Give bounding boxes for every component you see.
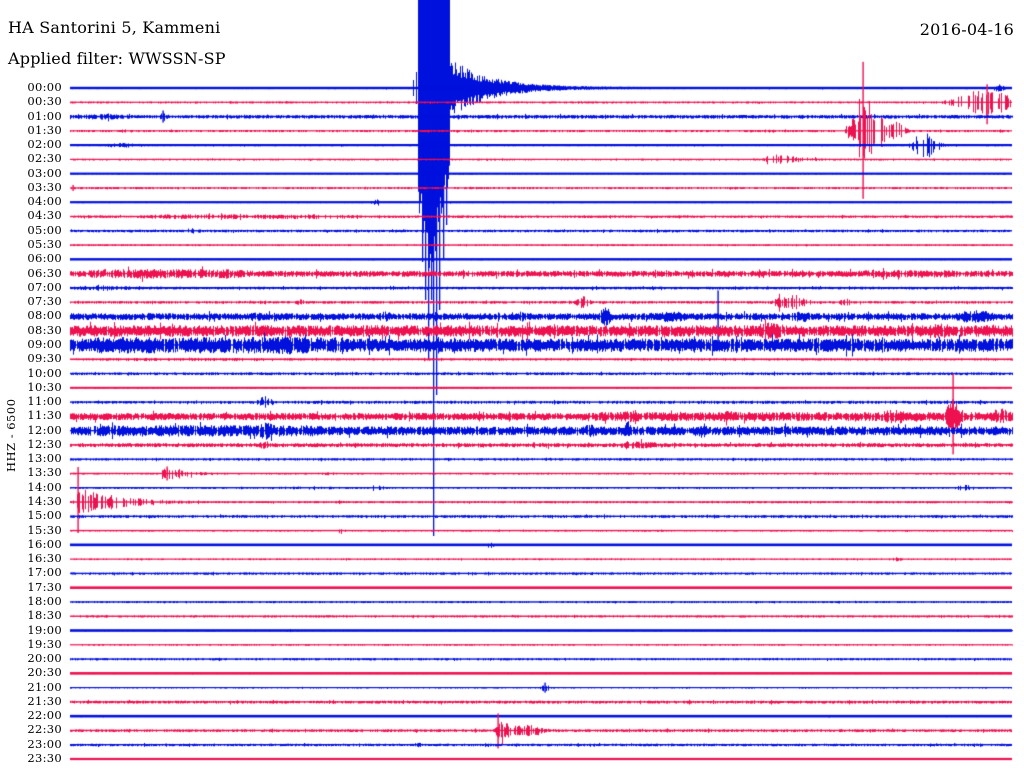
time-label: 10:00 <box>27 365 62 380</box>
time-label: 00:30 <box>27 94 62 109</box>
time-label: 14:00 <box>27 479 62 494</box>
time-label: 19:30 <box>27 636 62 651</box>
time-label: 23:00 <box>27 736 62 751</box>
time-label: 09:30 <box>27 351 62 366</box>
time-label: 23:30 <box>27 751 62 765</box>
time-label: 05:30 <box>27 237 62 252</box>
time-label: 21:30 <box>27 693 62 708</box>
time-label: 08:30 <box>27 322 62 337</box>
time-label: 07:00 <box>27 279 62 294</box>
time-label: 12:00 <box>27 422 62 437</box>
time-label: 10:30 <box>27 379 62 394</box>
date-label: 2016-04-16 <box>919 20 1014 39</box>
time-label: 03:30 <box>27 179 62 194</box>
time-label: 13:30 <box>27 465 62 480</box>
time-label: 09:00 <box>27 336 62 351</box>
time-axis: 00:00 00:30 01:00 01:30 02:00 02:30 03:00 03:30… <box>0 0 64 780</box>
time-label: 19:00 <box>27 622 62 637</box>
station-title: HA Santorini 5, Kammeni <box>8 18 221 37</box>
time-label: 03:00 <box>27 165 62 180</box>
time-label: 13:00 <box>27 451 62 466</box>
time-label: 15:00 <box>27 508 62 523</box>
time-label: 22:00 <box>27 708 62 723</box>
time-label: 11:00 <box>27 394 62 409</box>
time-label: 04:00 <box>27 194 62 209</box>
time-label: 15:30 <box>27 522 62 537</box>
time-label: 05:00 <box>27 222 62 237</box>
time-label: 11:30 <box>27 408 62 423</box>
time-label: 16:30 <box>27 551 62 566</box>
time-label: 04:30 <box>27 208 62 223</box>
time-label: 06:00 <box>27 251 62 266</box>
time-label: 17:30 <box>27 579 62 594</box>
time-label: 07:30 <box>27 294 62 309</box>
time-label: 02:30 <box>27 151 62 166</box>
time-label: 18:00 <box>27 593 62 608</box>
time-label: 17:00 <box>27 565 62 580</box>
time-label: 14:30 <box>27 494 62 509</box>
time-label: 08:00 <box>27 308 62 323</box>
time-label: 20:00 <box>27 651 62 666</box>
time-label: 22:30 <box>27 722 62 737</box>
time-label: 01:30 <box>27 122 62 137</box>
time-label: 18:30 <box>27 608 62 623</box>
time-label: 01:00 <box>27 108 62 123</box>
filter-label: Applied filter: WWSSN-SP <box>8 49 226 68</box>
time-label: 21:00 <box>27 679 62 694</box>
time-label: 16:00 <box>27 536 62 551</box>
time-label: 06:30 <box>27 265 62 280</box>
time-label: 02:00 <box>27 137 62 152</box>
time-label: 00:00 <box>27 80 62 94</box>
time-label: 20:30 <box>27 665 62 680</box>
time-label: 12:30 <box>27 436 62 451</box>
